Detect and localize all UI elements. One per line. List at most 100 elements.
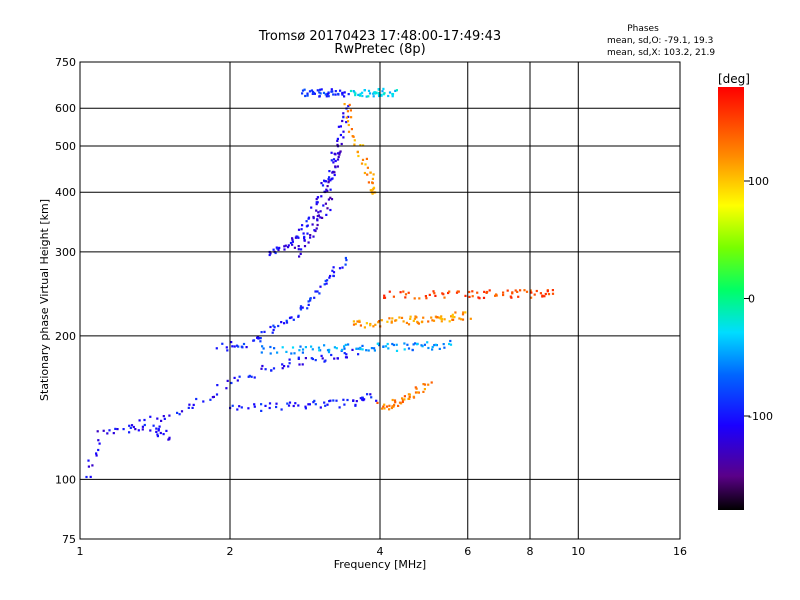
data-point: [391, 405, 395, 408]
data-point: [291, 237, 294, 240]
data-point: [149, 415, 152, 418]
data-point: [272, 328, 275, 332]
data-point: [114, 427, 117, 430]
data-point: [329, 274, 332, 278]
data-point: [443, 318, 446, 321]
data-point: [277, 248, 280, 251]
data-point: [478, 297, 481, 300]
data-point: [447, 291, 450, 295]
data-point: [268, 253, 271, 257]
data-point: [195, 397, 198, 401]
data-point: [238, 405, 241, 408]
data-point: [403, 342, 406, 345]
data-point: [261, 364, 264, 368]
data-point: [441, 292, 444, 295]
data-point: [341, 119, 344, 123]
data-point: [312, 217, 315, 220]
data-point: [260, 351, 263, 354]
x-tick-label: 1: [77, 545, 84, 558]
data-point: [87, 465, 90, 468]
data-point: [412, 343, 415, 346]
data-point: [354, 94, 357, 97]
data-point: [342, 136, 345, 139]
data-point: [535, 289, 538, 293]
data-point: [141, 425, 144, 428]
data-point: [297, 356, 300, 359]
data-point: [450, 315, 453, 318]
data-point: [291, 240, 294, 243]
data-point: [347, 105, 350, 108]
data-point: [272, 367, 276, 370]
data-point: [422, 383, 425, 386]
data-point: [409, 317, 412, 320]
data-point: [359, 348, 362, 351]
data-point: [143, 423, 146, 427]
data-point: [471, 290, 474, 293]
data-point: [288, 401, 292, 404]
data-point: [319, 88, 322, 91]
data-point: [377, 93, 380, 96]
x-tick-label: 10: [571, 545, 585, 558]
data-point: [306, 232, 309, 235]
data-point: [283, 248, 286, 251]
data-point: [236, 408, 239, 411]
data-point: [298, 349, 301, 352]
data-point: [310, 345, 313, 348]
data-point: [321, 184, 325, 187]
data-point: [336, 152, 340, 155]
data-point: [274, 251, 277, 255]
data-point: [351, 348, 354, 351]
data-point: [286, 246, 290, 249]
data-point: [343, 91, 346, 94]
data-point: [301, 363, 304, 366]
data-point: [319, 210, 322, 213]
data-point: [270, 369, 273, 372]
data-point: [128, 431, 131, 434]
data-point: [370, 396, 373, 399]
data-point: [327, 91, 330, 94]
data-point: [415, 387, 418, 390]
data-point: [420, 344, 423, 347]
data-point: [361, 396, 364, 399]
data-point: [320, 354, 323, 357]
data-point: [337, 125, 340, 128]
data-point: [412, 395, 415, 398]
data-point: [286, 402, 289, 405]
data-point: [331, 269, 334, 272]
data-point: [494, 294, 497, 297]
data-point: [97, 448, 100, 452]
data-point: [225, 346, 228, 349]
data-point: [348, 103, 351, 106]
data-point: [323, 180, 326, 183]
data-point: [283, 365, 286, 368]
data-point: [378, 320, 381, 323]
data-point: [365, 157, 368, 160]
data-point: [378, 94, 381, 98]
data-point: [430, 316, 433, 319]
data-point: [439, 317, 442, 320]
plot-frame: [79, 61, 681, 540]
data-point: [238, 375, 241, 378]
data-point: [408, 395, 411, 398]
data-point: [485, 291, 488, 294]
data-point: [233, 376, 236, 379]
data-point: [327, 177, 330, 181]
data-point: [431, 319, 434, 322]
data-point: [283, 322, 286, 325]
data-point: [544, 292, 547, 296]
data-point: [311, 223, 314, 226]
data-point: [176, 411, 179, 414]
data-point: [209, 398, 212, 401]
data-point: [300, 228, 303, 231]
data-point: [382, 405, 385, 408]
data-point: [307, 217, 310, 220]
y-tick-label: 500: [55, 140, 76, 153]
data-point: [413, 317, 416, 320]
data-point: [525, 290, 529, 293]
data-point: [312, 235, 315, 238]
data-point: [318, 349, 321, 352]
data-point: [488, 289, 491, 292]
data-point: [363, 171, 366, 175]
data-point: [362, 399, 365, 402]
data-point: [306, 94, 309, 97]
